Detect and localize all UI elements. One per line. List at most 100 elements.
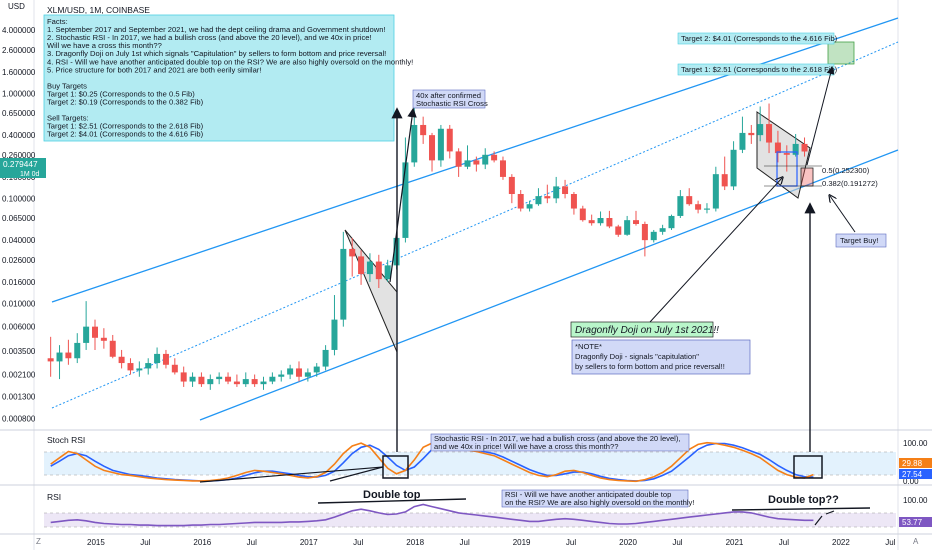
target-buy-label: Target Buy! bbox=[840, 236, 878, 245]
price-tick-label: 0.065000 bbox=[2, 214, 36, 223]
stoch-note-box bbox=[430, 433, 690, 452]
candle-body bbox=[260, 381, 267, 385]
rsi-band bbox=[44, 513, 896, 527]
stoch-band bbox=[44, 452, 896, 475]
rsi-note-line2: on the RSI? We are also highly oversold … bbox=[505, 498, 694, 507]
time-tick-label: Jul bbox=[140, 538, 150, 547]
candle-body bbox=[251, 379, 258, 385]
stoch-top-label: 100.00 bbox=[903, 439, 928, 448]
candle-body bbox=[198, 376, 205, 385]
price-tick-label: 0.400000 bbox=[2, 131, 36, 140]
note-line1: *NOTE* bbox=[575, 342, 602, 351]
candle-body bbox=[420, 124, 427, 136]
channel-mid-line bbox=[51, 41, 899, 409]
candle-body bbox=[641, 223, 648, 241]
candle-body bbox=[677, 196, 684, 216]
rsi-dash-marks bbox=[814, 510, 835, 526]
candle-body bbox=[650, 231, 657, 241]
candle-body bbox=[668, 215, 675, 229]
target2-label-box bbox=[677, 32, 835, 45]
price-tick-label: 0.650000 bbox=[2, 109, 36, 118]
candle-body bbox=[544, 196, 551, 199]
zoom-icon[interactable]: Z bbox=[36, 537, 41, 546]
facts-line: Target 1: $0.25 (Corresponds to the 0.5 … bbox=[47, 89, 195, 98]
stoch-k-value: 29.88 bbox=[902, 459, 923, 468]
candle-body bbox=[225, 376, 232, 382]
time-tick-label: 2022 bbox=[832, 538, 850, 547]
candle-body bbox=[358, 256, 365, 275]
candle-body bbox=[429, 135, 436, 161]
candle-body bbox=[100, 337, 107, 341]
candle-body bbox=[517, 194, 524, 209]
candle-body bbox=[464, 160, 471, 167]
rsi-note-box bbox=[501, 489, 689, 508]
candle-body bbox=[624, 220, 631, 235]
candle-body bbox=[83, 326, 90, 343]
candle-body bbox=[739, 132, 746, 150]
candle-body bbox=[56, 352, 63, 362]
candle-body bbox=[766, 124, 773, 143]
price-tick-label: 0.026000 bbox=[2, 256, 36, 265]
price-tick-label: 0.100000 bbox=[2, 194, 36, 203]
rsi-value: 53.77 bbox=[902, 518, 923, 527]
price-tick-label: 0.000800 bbox=[2, 415, 36, 424]
candle-body bbox=[189, 376, 196, 382]
forty-x-box bbox=[412, 89, 486, 109]
time-tick-label: 2019 bbox=[513, 538, 531, 547]
candle-body bbox=[118, 356, 125, 364]
rsi-double-top-q-line bbox=[731, 507, 871, 511]
candle-body bbox=[47, 358, 54, 362]
price-tick-label: 0.006000 bbox=[2, 323, 36, 332]
candle-body bbox=[162, 353, 169, 365]
candles-group bbox=[47, 97, 808, 390]
candle-body bbox=[375, 261, 382, 280]
dragonfly-arrow bbox=[649, 178, 782, 323]
candle-body bbox=[455, 151, 462, 167]
candle-body bbox=[562, 186, 569, 195]
price-tick-label: 1.000000 bbox=[2, 89, 36, 98]
candle-body bbox=[304, 372, 311, 377]
forty-x-line2: Stochastic RSI Cross bbox=[416, 99, 488, 108]
price-tag bbox=[0, 158, 46, 178]
candle-body bbox=[783, 153, 790, 155]
facts-line: Sell Targets: bbox=[47, 114, 89, 123]
stoch-trend-left2 bbox=[199, 466, 384, 483]
candle-body bbox=[92, 326, 98, 338]
target-buy-arrow bbox=[830, 196, 856, 233]
candle-body bbox=[287, 368, 294, 375]
facts-line: 4. RSI - Will we have another anticipate… bbox=[47, 57, 413, 66]
auto-scale-icon[interactable]: A bbox=[913, 537, 919, 546]
facts-line: Target 1: $2.51 (Corresponds to the 2.61… bbox=[47, 122, 204, 131]
candle-body bbox=[216, 376, 223, 380]
stoch-title: Stoch RSI bbox=[47, 435, 85, 445]
facts-text: Facts:1. September 2017 and September 20… bbox=[47, 17, 413, 139]
rsi-note-line1: RSI - Will we have another anticipated d… bbox=[505, 490, 671, 499]
price-tag-sub: 1M 0d bbox=[20, 171, 40, 178]
price-axis: 4.000000 2.600000 1.600000 1.000000 0.650000… bbox=[2, 26, 36, 423]
time-tick-label: Jul bbox=[353, 538, 363, 547]
forty-x-line1: 40x after confirmed bbox=[416, 91, 481, 100]
candle-body bbox=[703, 208, 710, 210]
facts-line: 5. Price structure for both 2017 and 202… bbox=[47, 65, 261, 74]
time-tick-label: 2015 bbox=[87, 538, 105, 547]
time-tick-label: Jul bbox=[885, 538, 895, 547]
candle-body bbox=[748, 132, 755, 136]
candle-body bbox=[136, 368, 143, 371]
candle-body bbox=[171, 364, 178, 373]
facts-line: Will we have a cross this month?? bbox=[47, 41, 162, 50]
time-tick-label: 2018 bbox=[406, 538, 424, 547]
currency-label: USD bbox=[8, 2, 25, 11]
time-tick-label: 2017 bbox=[300, 538, 318, 547]
time-tick-label: Jul bbox=[672, 538, 682, 547]
candle-body bbox=[757, 124, 764, 136]
candle-body bbox=[384, 265, 391, 280]
price-tick-label: 1.600000 bbox=[2, 68, 36, 77]
rsi-tag bbox=[899, 517, 932, 527]
price-tag-value: 0.279447 bbox=[3, 159, 38, 169]
candle-body bbox=[437, 128, 444, 161]
candle-body bbox=[588, 220, 595, 224]
target2-label: Target 2: $4.01 (Corresponds to the 4.61… bbox=[681, 34, 838, 43]
candle-body bbox=[615, 226, 622, 235]
candle-body bbox=[499, 160, 506, 177]
target1-label: Target 1: $2.51 (Corresponds to the 2.61… bbox=[681, 65, 838, 74]
